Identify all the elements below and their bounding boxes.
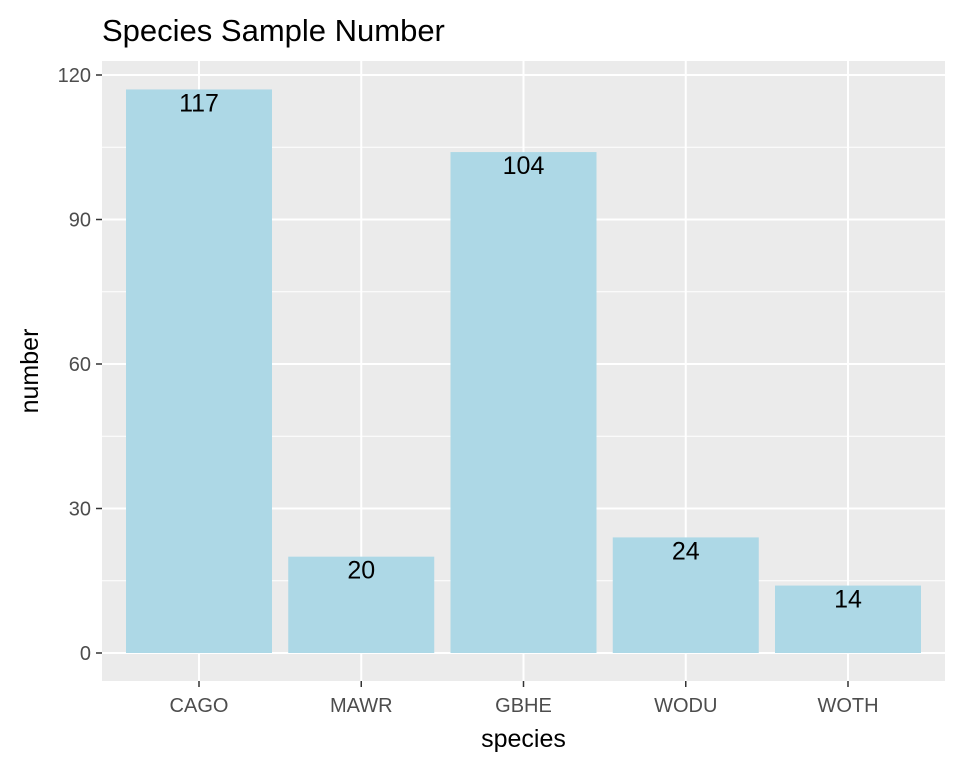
data-label: 104 <box>503 152 545 180</box>
y-axis-title: number <box>16 329 44 414</box>
x-tick-label: WODU <box>654 695 717 717</box>
bar <box>288 556 435 653</box>
y-tick-label: 120 <box>58 65 91 87</box>
data-label: 117 <box>179 89 219 117</box>
bar <box>775 585 921 653</box>
data-label: 20 <box>347 557 375 585</box>
chart-title: Species Sample Number <box>102 13 445 48</box>
bars <box>126 89 921 654</box>
bar <box>126 89 272 653</box>
x-tick-label: MAWR <box>330 695 393 717</box>
x-axis-title: species <box>481 725 566 753</box>
y-tick-label: 60 <box>69 354 91 376</box>
y-tick-label: 90 <box>69 210 91 232</box>
y-tick-label: 30 <box>69 499 91 521</box>
data-label: 14 <box>834 586 862 614</box>
x-tick-label: GBHE <box>495 695 552 717</box>
y-tick-label: 0 <box>80 643 91 665</box>
data-label: 24 <box>672 537 700 565</box>
bar <box>450 152 597 654</box>
bar <box>612 537 759 653</box>
x-tick-label: WOTH <box>817 695 878 717</box>
x-tick-label: CAGO <box>170 695 229 717</box>
axes: 0 30 60 90 120 CAGO MAWR GBHE WODU WOTH <box>58 65 879 717</box>
data-labels: 117 20 104 24 14 <box>179 89 862 613</box>
